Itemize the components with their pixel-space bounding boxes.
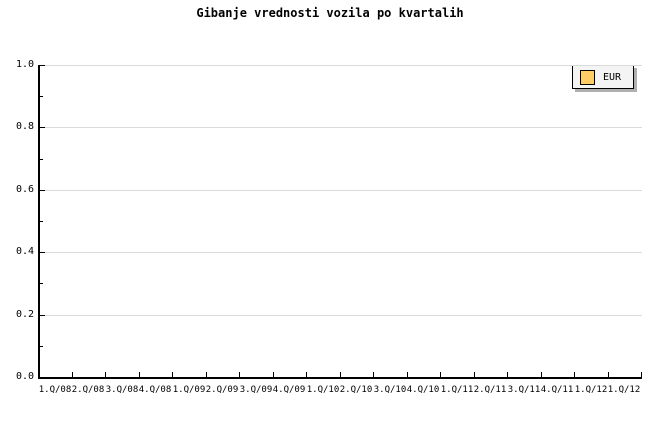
- x-tick-label: 2.Q/08: [71, 385, 105, 395]
- x-tick: [373, 372, 374, 377]
- y-tick-label: 0.4: [15, 246, 34, 257]
- y-gridline: [40, 127, 642, 128]
- x-tick-label: 4.Q/10: [406, 385, 440, 395]
- x-tick: [574, 372, 575, 377]
- x-tick-label: 2.Q/09: [205, 385, 239, 395]
- x-axis: [38, 377, 642, 379]
- x-tick: [239, 372, 240, 377]
- y-minor-tick: [40, 221, 43, 222]
- x-tick: [306, 372, 307, 377]
- y-tick-label: 1.0: [15, 59, 34, 70]
- x-tick-label: 1.Q/10: [306, 385, 340, 395]
- y-tick-label: 0.0: [15, 371, 34, 382]
- y-tick-label: 0.8: [15, 121, 34, 132]
- x-tick-label: 3.Q/08: [105, 385, 139, 395]
- y-minor-tick: [40, 283, 43, 284]
- y-gridline: [40, 190, 642, 191]
- y-gridline: [40, 252, 642, 253]
- x-tick: [608, 372, 609, 377]
- x-tick-label: 1.Q/09: [172, 385, 206, 395]
- y-major-tick: [40, 190, 45, 191]
- y-minor-tick: [40, 346, 43, 347]
- legend-swatch-eur: [580, 69, 595, 85]
- y-minor-tick: [40, 159, 43, 160]
- x-tick: [72, 372, 73, 377]
- x-tick-label: 3.Q/09: [239, 385, 273, 395]
- x-tick-label: 1.Q/08: [38, 385, 72, 395]
- y-minor-tick: [40, 96, 43, 97]
- x-tick: [541, 372, 542, 377]
- x-tick-label: 4.Q/08: [138, 385, 172, 395]
- y-axis: [38, 65, 40, 377]
- x-tick: [206, 372, 207, 377]
- chart-title: Gibanje vrednosti vozila po kvartalih: [196, 6, 464, 20]
- x-tick: [172, 372, 173, 377]
- y-tick-label: 0.6: [15, 184, 34, 195]
- x-tick-label: 3.Q/10: [373, 385, 407, 395]
- y-major-tick: [40, 252, 45, 253]
- y-major-tick: [40, 65, 45, 66]
- x-tick-label: 2.Q/11: [473, 385, 507, 395]
- x-tick: [440, 372, 441, 377]
- y-major-tick: [40, 377, 45, 378]
- x-tick-label: 1.Q/11: [440, 385, 474, 395]
- y-major-tick: [40, 127, 45, 128]
- x-tick-label: 1.Q/12: [574, 385, 608, 395]
- y-gridline: [40, 315, 642, 316]
- x-tick: [474, 372, 475, 377]
- x-tick-label: 4.Q/09: [272, 385, 306, 395]
- x-tick: [407, 372, 408, 377]
- x-tick: [273, 372, 274, 377]
- y-tick-label: 0.2: [15, 309, 34, 320]
- y-gridline: [40, 65, 642, 66]
- x-tick: [139, 372, 140, 377]
- x-tick-label: 3.Q/11: [507, 385, 541, 395]
- x-tick-label: 1.Q/12: [607, 385, 641, 395]
- legend: EUR: [572, 65, 634, 89]
- legend-label-eur: EUR: [603, 71, 622, 83]
- x-tick-label: 2.Q/10: [339, 385, 373, 395]
- x-tick: [507, 372, 508, 377]
- y-major-tick: [40, 315, 45, 316]
- x-tick-label: 4.Q/11: [540, 385, 574, 395]
- x-tick: [105, 372, 106, 377]
- x-tick: [340, 372, 341, 377]
- x-tick: [641, 372, 642, 377]
